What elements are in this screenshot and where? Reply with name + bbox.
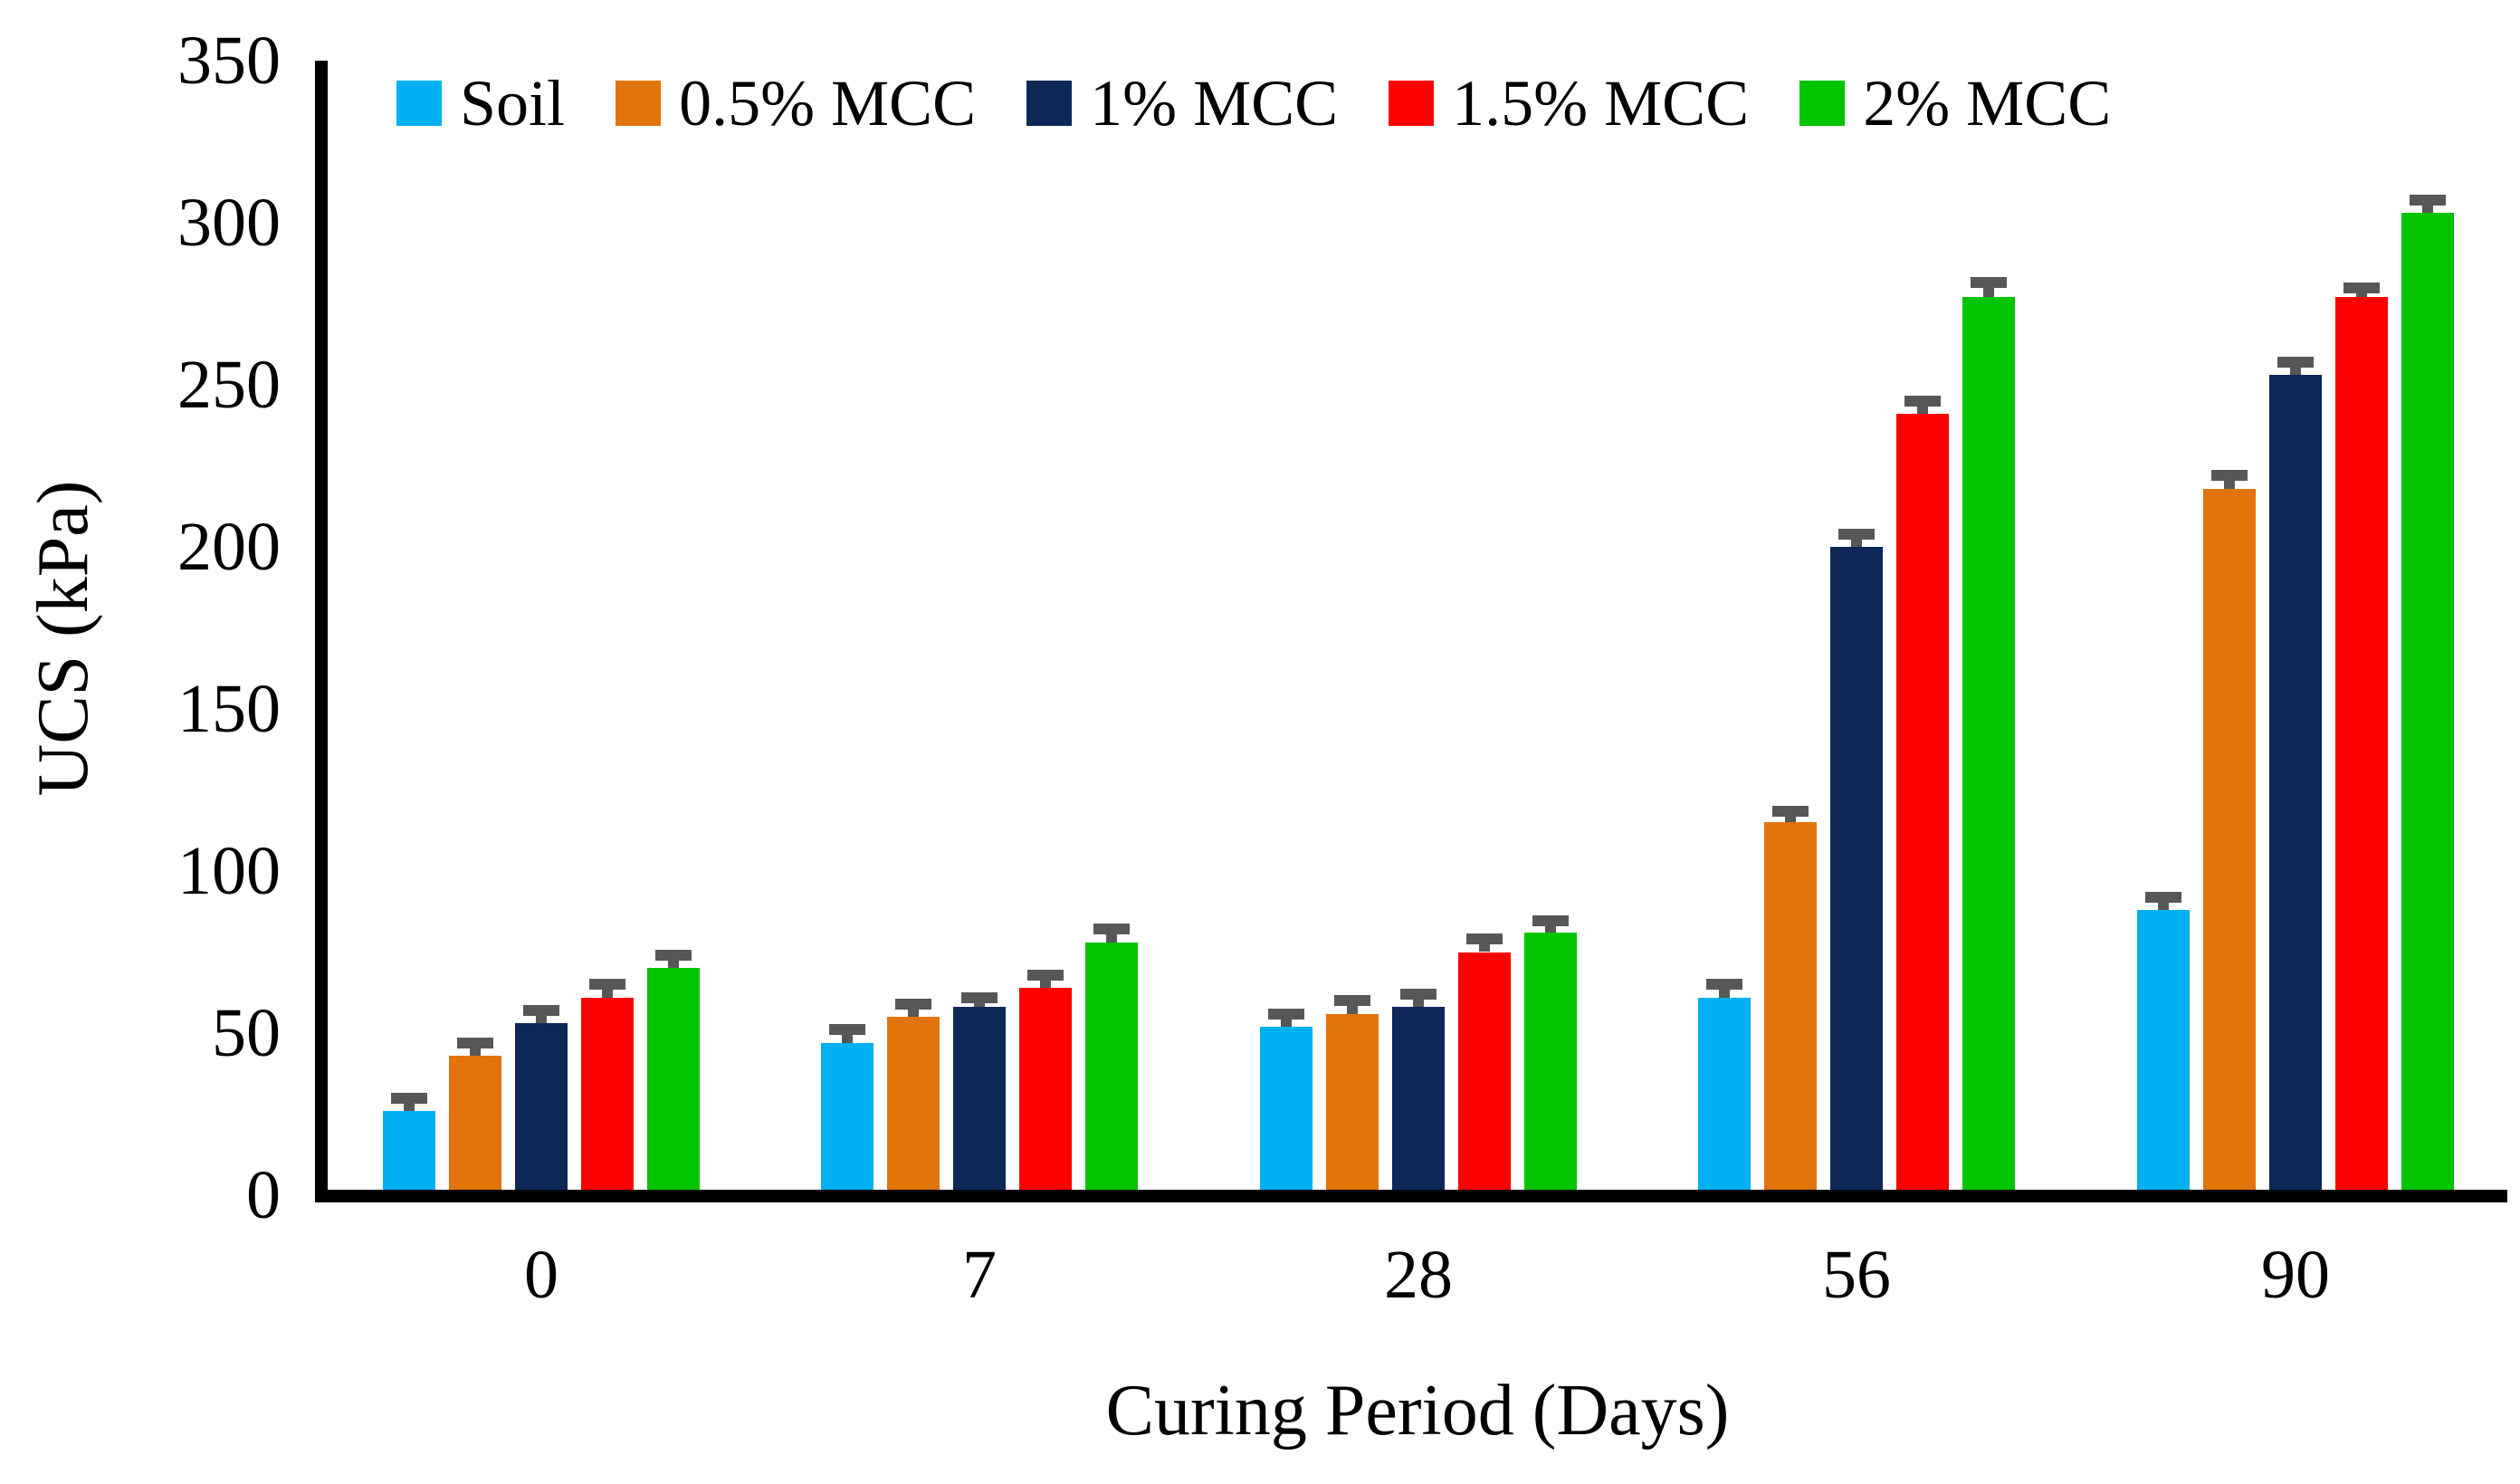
legend-swatch-icon [1389,81,1435,126]
legend-item: Soil [396,71,565,136]
bar [515,1023,568,1190]
legend-label: Soil [460,67,566,139]
bar [2137,909,2190,1190]
error-bar-cap [1400,989,1437,1001]
legend-swatch-icon [616,81,662,126]
error-bar-cap [2410,194,2446,206]
legend-label: 1.5% MCC [1452,67,1750,139]
legend-label: 0.5% MCC [679,67,977,139]
error-bar-cap [1466,933,1503,945]
bar [1962,297,2015,1190]
x-axis-line [315,1190,2507,1202]
bar [1524,933,1577,1190]
error-bar-cap [391,1092,427,1104]
x-tick-label: 7 [962,1237,997,1313]
x-tick-label: 0 [524,1237,558,1313]
y-tick-label: 150 [177,671,281,747]
bar [1764,822,1817,1190]
error-bar-cap [895,998,931,1010]
bar [1830,547,1883,1190]
error-bar-cap [1838,528,1875,540]
error-bar-cap [2145,891,2181,903]
bar [2335,297,2388,1190]
bar [2203,488,2256,1190]
y-tick-label: 50 [212,995,281,1071]
error-bar-cap [1532,915,1569,927]
error-bar-cap [589,979,625,991]
bar [821,1042,873,1190]
y-tick-label: 250 [177,347,281,423]
bar [383,1110,435,1190]
x-tick-label: 56 [1822,1237,1891,1313]
legend-item: 1.5% MCC [1389,71,1749,136]
y-axis-line [315,61,328,1202]
legend-label: 2% MCC [1863,67,2112,139]
error-bar-cap [1706,979,1742,991]
error-bar-cap [457,1037,493,1048]
bar [449,1056,501,1190]
legend-label: 1% MCC [1090,67,1339,139]
error-bar-cap [523,1004,559,1016]
legend-item: 2% MCC [1799,71,2111,136]
y-tick-label: 350 [177,23,281,99]
legend-swatch-icon [1799,81,1846,126]
error-bar-cap [1093,924,1130,935]
bar [1019,987,1072,1190]
legend-swatch-icon [396,81,442,126]
error-bar-cap [1027,969,1064,981]
bar [647,968,700,1190]
bar [1458,952,1511,1190]
bar [1085,942,1138,1190]
y-tick-label: 100 [177,833,281,909]
legend: Soil 0.5% MCC 1% MCC 1.5% MCC 2% MCC [396,71,2111,136]
y-tick-label: 300 [177,185,281,261]
bar [1326,1013,1379,1190]
error-bar-cap [1772,805,1809,817]
legend-item: 1% MCC [1026,71,1338,136]
error-bar-cap [2343,282,2380,293]
bar [1260,1026,1312,1190]
error-bar-cap [655,950,692,962]
bar [1698,997,1751,1190]
legend-swatch-icon [1026,81,1073,126]
error-bar-cap [1971,277,2007,289]
error-bar-cap [1268,1008,1304,1020]
x-tick-label: 90 [2261,1237,2330,1313]
bar [2269,375,2322,1190]
bar [2401,213,2454,1190]
bar [887,1017,940,1190]
bar [1896,414,1949,1190]
x-axis-title: Curing Period (Days) [1105,1371,1730,1450]
error-bar-cap [1334,995,1370,1007]
error-bar-cap [2211,470,2248,482]
error-bar-cap [829,1024,865,1036]
legend-item: 0.5% MCC [616,71,976,136]
bar [581,997,634,1190]
error-bar-cap [2277,356,2314,368]
bar [1392,1007,1445,1190]
error-bar-cap [1904,395,1941,407]
y-tick-label: 0 [246,1157,281,1233]
bar [953,1007,1006,1190]
y-tick-label: 200 [177,509,281,585]
error-bar-cap [961,991,998,1003]
x-tick-label: 28 [1384,1237,1453,1313]
